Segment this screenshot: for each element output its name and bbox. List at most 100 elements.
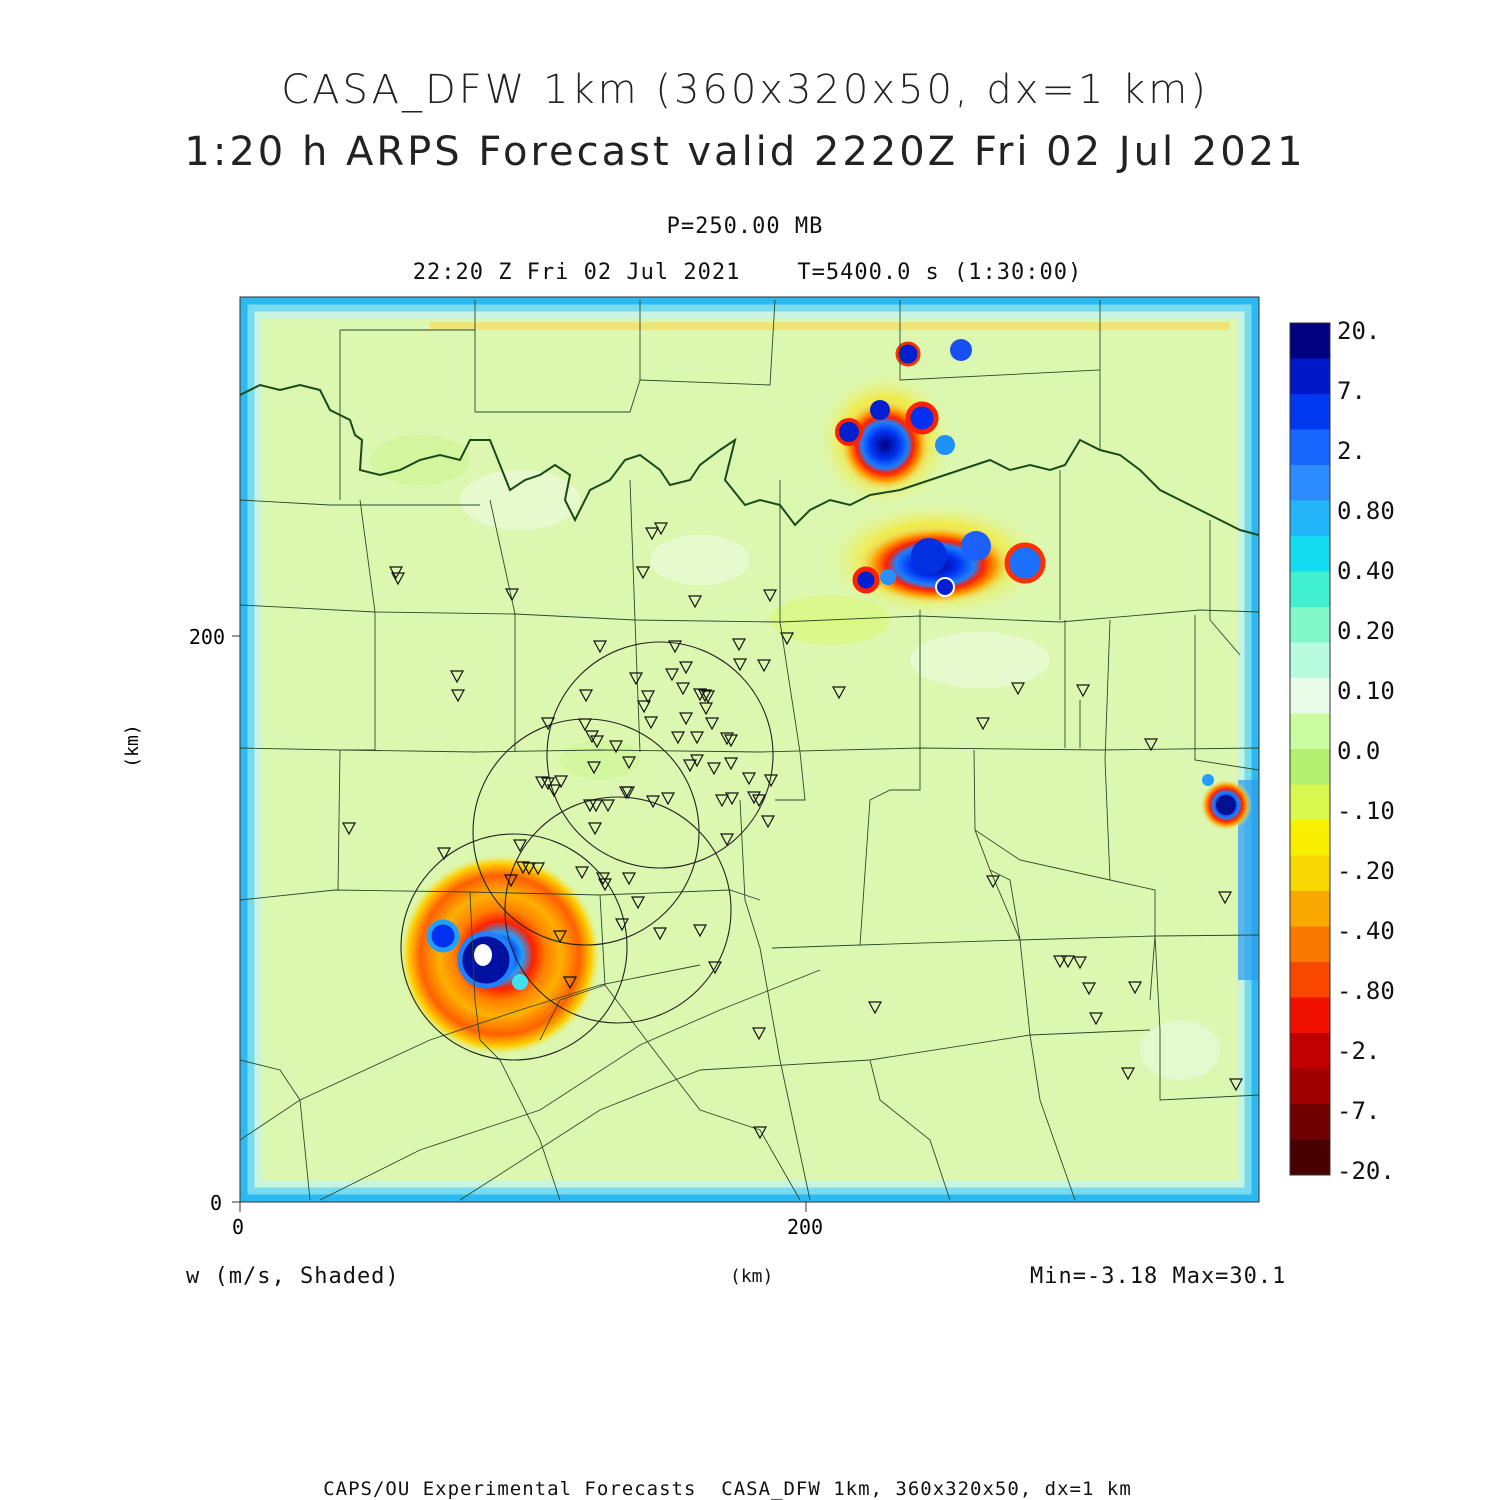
colorbar-frame xyxy=(1289,322,1331,1176)
variable-label: w (m/s, Shaded) xyxy=(186,1264,400,1289)
station-marker xyxy=(608,740,624,754)
station-marker xyxy=(762,589,778,603)
storm-east xyxy=(1200,774,1252,831)
station-marker xyxy=(628,672,644,686)
station-marker xyxy=(1228,1078,1244,1092)
station-marker xyxy=(621,756,637,770)
colorbar-label: -7. xyxy=(1337,1097,1380,1125)
station-marker xyxy=(714,794,730,808)
station-marker xyxy=(760,815,776,829)
station-marker xyxy=(779,632,795,646)
station-marker xyxy=(592,640,608,654)
station-marker xyxy=(449,670,465,684)
station-marker xyxy=(692,924,708,938)
colorbar-label: -.20 xyxy=(1337,857,1395,885)
colorbar-label: -20. xyxy=(1337,1157,1395,1185)
colorbar-swatch xyxy=(1290,962,1330,998)
colorbar-swatch xyxy=(1290,465,1330,501)
station-marker xyxy=(643,716,659,730)
colorbar-swatch xyxy=(1290,1104,1330,1140)
station-marker xyxy=(719,732,735,746)
station-marker xyxy=(1081,982,1097,996)
colorbar-swatch xyxy=(1290,1068,1330,1105)
station-marker xyxy=(675,682,691,696)
y-axis-unit: (km) xyxy=(122,724,143,767)
x-tick-0: 0 xyxy=(232,1215,244,1239)
colorbar-label: -.80 xyxy=(1337,977,1395,1005)
station-marker xyxy=(724,792,740,806)
station-marker xyxy=(552,930,568,944)
station-marker xyxy=(577,718,593,732)
colorbar-label: 0.10 xyxy=(1337,677,1395,705)
colorbar-swatch xyxy=(1290,607,1330,643)
station-marker xyxy=(700,690,716,704)
station-marker xyxy=(587,822,603,836)
colorbar-swatch xyxy=(1290,642,1330,679)
station-marker xyxy=(645,795,661,809)
colorbar-swatch xyxy=(1290,500,1330,537)
station-marker xyxy=(620,786,636,800)
station-marker xyxy=(540,717,556,731)
x-axis-unit: (km) xyxy=(730,1266,774,1287)
north-boundary-band xyxy=(430,322,1230,330)
station-marker xyxy=(723,757,739,771)
station-marker xyxy=(390,572,406,586)
colorbar-swatch xyxy=(1290,678,1330,714)
station-marker xyxy=(600,799,616,813)
shaded-field xyxy=(240,297,1259,1202)
station-marker xyxy=(1143,738,1159,752)
station-marker xyxy=(704,717,720,731)
state-line-red-river xyxy=(240,383,1259,536)
station-marker xyxy=(756,659,772,673)
boundary-zone-inner xyxy=(254,311,1245,1188)
station-marker xyxy=(763,774,779,788)
station-marker xyxy=(653,522,669,536)
axis-ticks xyxy=(232,635,807,1212)
station-marker xyxy=(436,847,452,861)
station-marker xyxy=(1217,891,1233,905)
colorbar-swatch xyxy=(1290,429,1330,466)
station-marker xyxy=(630,896,646,910)
station-marker xyxy=(719,833,735,847)
chart-title-line2: 1:20 h ARPS Forecast valid 2220Z Fri 02 … xyxy=(184,129,1306,175)
colorbar-swatch xyxy=(1290,820,1330,856)
station-marker xyxy=(597,878,613,892)
station-marker xyxy=(540,777,556,791)
station-marker xyxy=(664,668,680,682)
y-tick-0: 0 xyxy=(210,1191,222,1215)
station-marker xyxy=(706,762,722,776)
colorbar-swatch xyxy=(1290,1033,1330,1069)
station-marker xyxy=(731,638,747,652)
station-marker xyxy=(574,866,590,880)
colorbar-swatch xyxy=(1290,891,1330,927)
station-marker xyxy=(689,731,705,745)
station-marker xyxy=(521,862,537,876)
y-tick-200: 200 xyxy=(189,625,225,649)
station-marker xyxy=(1088,1012,1104,1026)
station-marker xyxy=(512,839,528,853)
colorbar-label: 0.40 xyxy=(1337,557,1395,585)
station-marker xyxy=(589,735,605,749)
station-marker xyxy=(1052,955,1068,969)
storm-north-cluster xyxy=(815,339,972,510)
boundary-zone-outer xyxy=(240,297,1259,1202)
colorbar-swatch xyxy=(1290,997,1330,1034)
field-patches xyxy=(370,435,1220,1080)
colorbar-label: 0.80 xyxy=(1337,497,1395,525)
station-marker xyxy=(1072,956,1088,970)
station-marker xyxy=(530,862,546,876)
station-marker xyxy=(975,717,991,731)
station-marker xyxy=(831,686,847,700)
valid-time-label: 22:20 Z Fri 02 Jul 2021 T=5400.0 s (1:30… xyxy=(412,260,1083,285)
footer-credit: CAPS/OU Experimental Forecasts CASA_DFW … xyxy=(323,1478,1132,1500)
station-marker xyxy=(504,588,520,602)
station-marker xyxy=(1127,981,1143,995)
station-marker xyxy=(586,761,602,775)
station-marker xyxy=(503,874,519,888)
station-marker xyxy=(341,822,357,836)
min-max-label: Min=-3.18 Max=30.1 xyxy=(1030,1264,1287,1289)
station-marker xyxy=(867,1001,883,1015)
colorbar-label: 20. xyxy=(1337,317,1380,345)
station-marker xyxy=(450,689,466,703)
